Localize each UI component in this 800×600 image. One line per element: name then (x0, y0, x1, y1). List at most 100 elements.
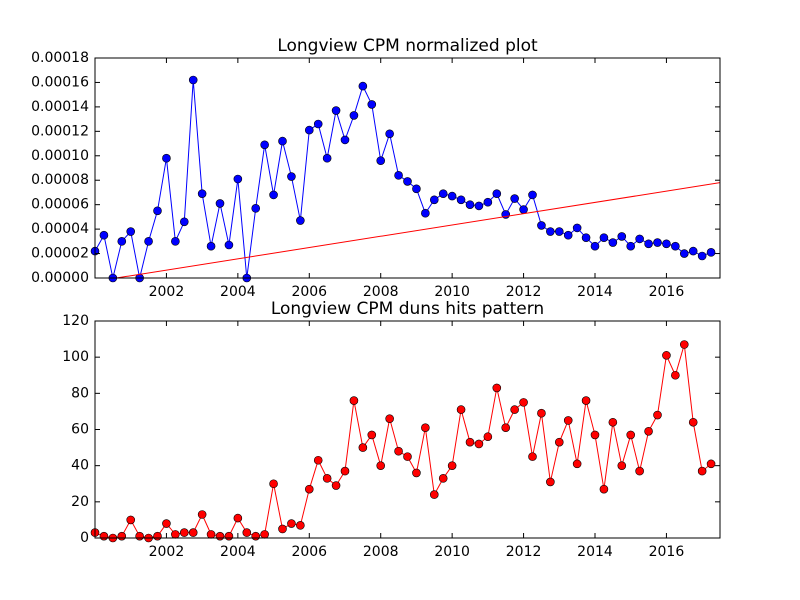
marker (671, 370, 680, 380)
marker (296, 521, 305, 530)
series-line (95, 79, 712, 278)
marker (537, 221, 546, 230)
y-tick-label: 0.00002 (31, 246, 89, 262)
marker (331, 481, 341, 490)
marker (162, 519, 171, 528)
marker (287, 519, 296, 528)
marker (554, 437, 564, 447)
marker (179, 528, 189, 537)
marker (278, 136, 287, 146)
marker (171, 530, 180, 539)
marker (313, 119, 323, 129)
marker (483, 432, 493, 442)
y-tick-label: 0.00016 (31, 74, 89, 90)
marker (456, 405, 466, 414)
axes-frame (94, 57, 721, 279)
marker (697, 466, 707, 476)
marker (528, 190, 537, 200)
marker (385, 414, 394, 423)
y-tick-label: 120 (62, 313, 89, 329)
x-tick-label: 2016 (649, 284, 685, 300)
marker (590, 430, 600, 440)
marker (260, 140, 269, 150)
marker (662, 239, 671, 249)
marker (421, 208, 430, 218)
marker (126, 515, 136, 525)
marker (474, 439, 484, 449)
marker (358, 443, 368, 452)
x-tick-label: 2012 (506, 544, 542, 560)
marker (385, 129, 394, 139)
marker (429, 490, 439, 499)
y-tick-label: 0.00006 (31, 197, 89, 213)
marker (706, 459, 716, 469)
marker (304, 484, 314, 494)
marker (563, 416, 573, 425)
marker (617, 461, 627, 470)
marker (99, 531, 109, 541)
marker (313, 455, 323, 465)
x-tick-label: 2008 (363, 284, 399, 300)
marker (501, 423, 511, 432)
marker (117, 237, 127, 246)
marker (421, 423, 430, 432)
marker (465, 437, 475, 447)
marker (179, 217, 189, 227)
marker (546, 227, 555, 236)
marker (635, 234, 644, 244)
marker (215, 531, 225, 541)
marker (438, 189, 448, 198)
marker (510, 405, 519, 414)
series-line (116, 182, 720, 278)
chart-title: Longview CPM normalized plot (277, 36, 538, 56)
marker (581, 396, 591, 405)
marker (171, 237, 180, 246)
marker (572, 223, 582, 233)
marker (537, 408, 546, 418)
marker (653, 410, 662, 420)
marker (447, 461, 457, 470)
marker (528, 452, 537, 461)
marker (304, 125, 314, 135)
marker (376, 156, 386, 165)
marker (296, 216, 305, 225)
x-tick-label: 2002 (149, 544, 185, 560)
x-tick-label: 2010 (434, 544, 470, 560)
y-tick-label: 100 (62, 349, 89, 365)
marker (224, 240, 234, 250)
marker (492, 383, 502, 393)
marker (251, 204, 261, 213)
axes-frame (94, 320, 721, 539)
marker (215, 199, 225, 208)
marker (331, 106, 341, 115)
marker (153, 531, 162, 541)
x-tick-label: 2006 (291, 544, 327, 560)
marker (546, 477, 555, 487)
marker (233, 513, 243, 523)
x-tick-label: 2008 (363, 544, 399, 560)
y-tick-label: 0 (80, 530, 89, 546)
marker (394, 171, 403, 180)
y-tick-label: 0.00008 (31, 172, 89, 188)
marker (626, 241, 636, 251)
marker (153, 206, 162, 216)
marker (287, 172, 296, 181)
marker (251, 531, 261, 541)
marker (349, 396, 359, 405)
marker (671, 241, 680, 251)
y-tick-label: 0.00010 (31, 148, 89, 164)
marker (679, 340, 689, 349)
marker (617, 232, 627, 241)
marker (590, 241, 600, 251)
marker (438, 474, 448, 483)
y-tick-label: 0.00004 (31, 221, 89, 237)
marker (162, 153, 171, 163)
marker (608, 238, 618, 247)
marker (403, 452, 412, 461)
x-tick-label: 2006 (291, 284, 327, 300)
marker (608, 417, 618, 427)
marker (626, 430, 636, 440)
y-tick-label: 0.00012 (31, 123, 89, 139)
y-tick-label: 0.00014 (31, 99, 89, 115)
